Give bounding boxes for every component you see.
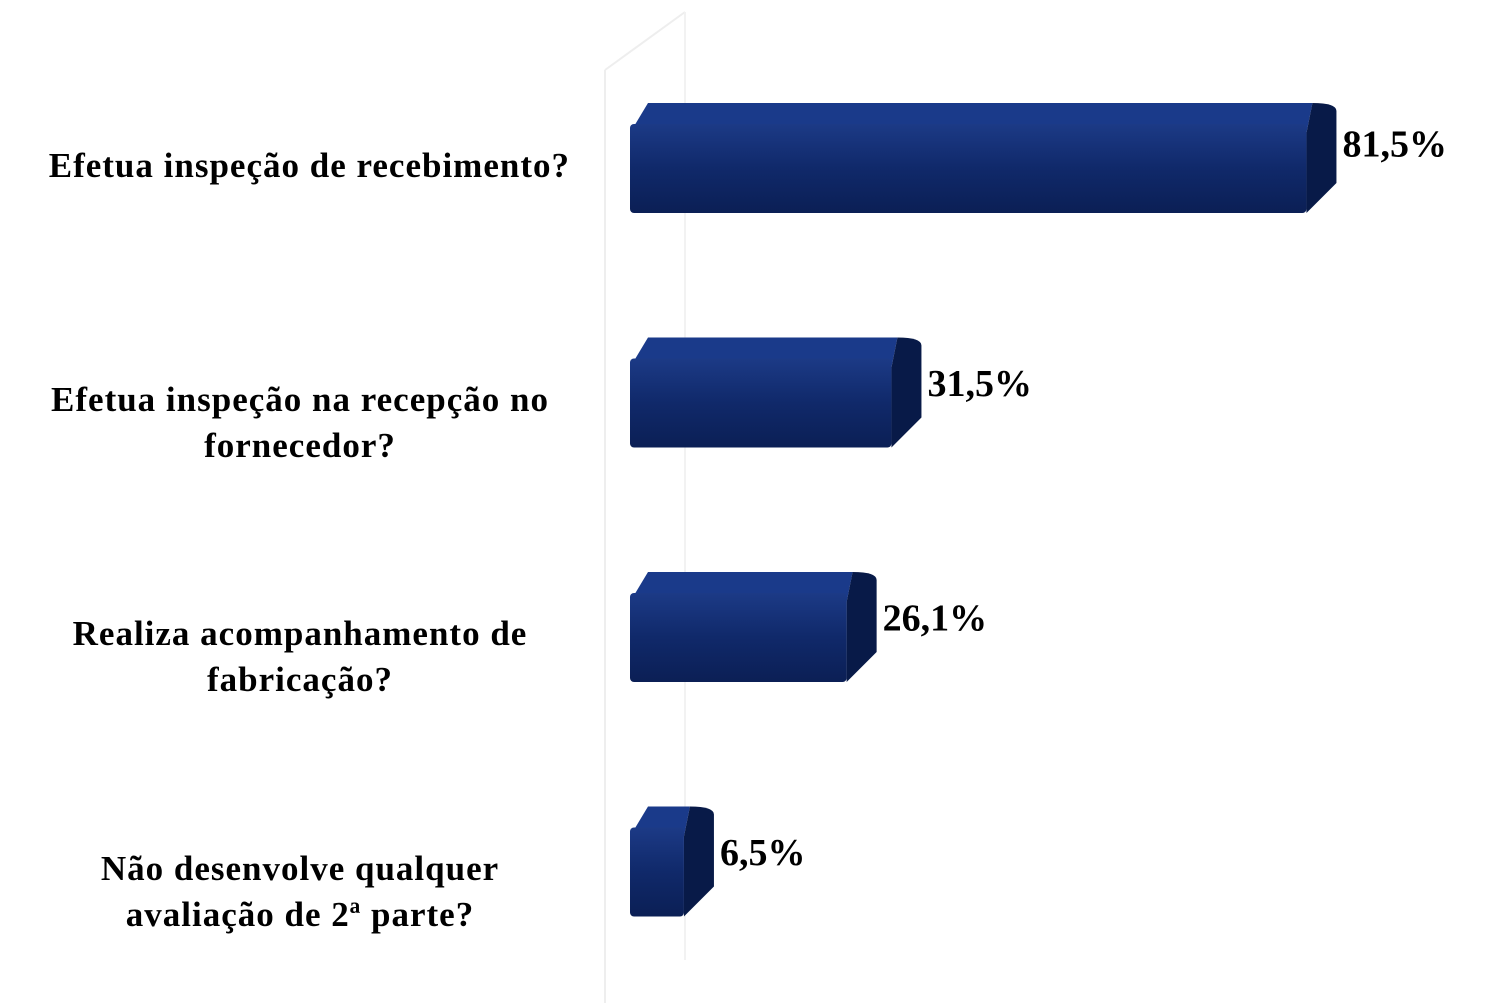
bar-front [630,124,1307,213]
bar-front [630,593,847,682]
bar-front [630,358,892,448]
category-label: Realiza acompanhamento de fabricação? [10,611,570,703]
bar [630,572,877,682]
category-text: Efetua inspeção de recebimento? [48,146,570,185]
bar-side [1306,103,1337,213]
bar [630,103,1337,213]
category-text: Efetua inspeção na recepção no fornecedo… [51,379,549,465]
value-label: 81,5% [1342,124,1447,166]
category-label: Efetua inspeção de recebimento? [10,143,570,189]
bar [630,337,922,448]
category-text: Não desenvolve qualquer avaliação de 2ª … [100,848,500,934]
category-label: Não desenvolve qualquer avaliação de 2ª … [10,846,570,938]
value-label: 31,5% [927,363,1031,405]
category-text: Realiza acompanhamento de fabricação? [72,614,528,699]
bar [630,806,714,917]
value-label: 26,1% [883,598,988,640]
bar-side [846,572,877,682]
bar-side [683,806,714,917]
wall-edge [604,11,686,71]
category-label: Efetua inspeção na recepção no fornecedo… [10,377,570,469]
value-label: 6,5% [720,832,806,874]
bar-side [891,337,922,448]
bar-front [630,827,684,917]
